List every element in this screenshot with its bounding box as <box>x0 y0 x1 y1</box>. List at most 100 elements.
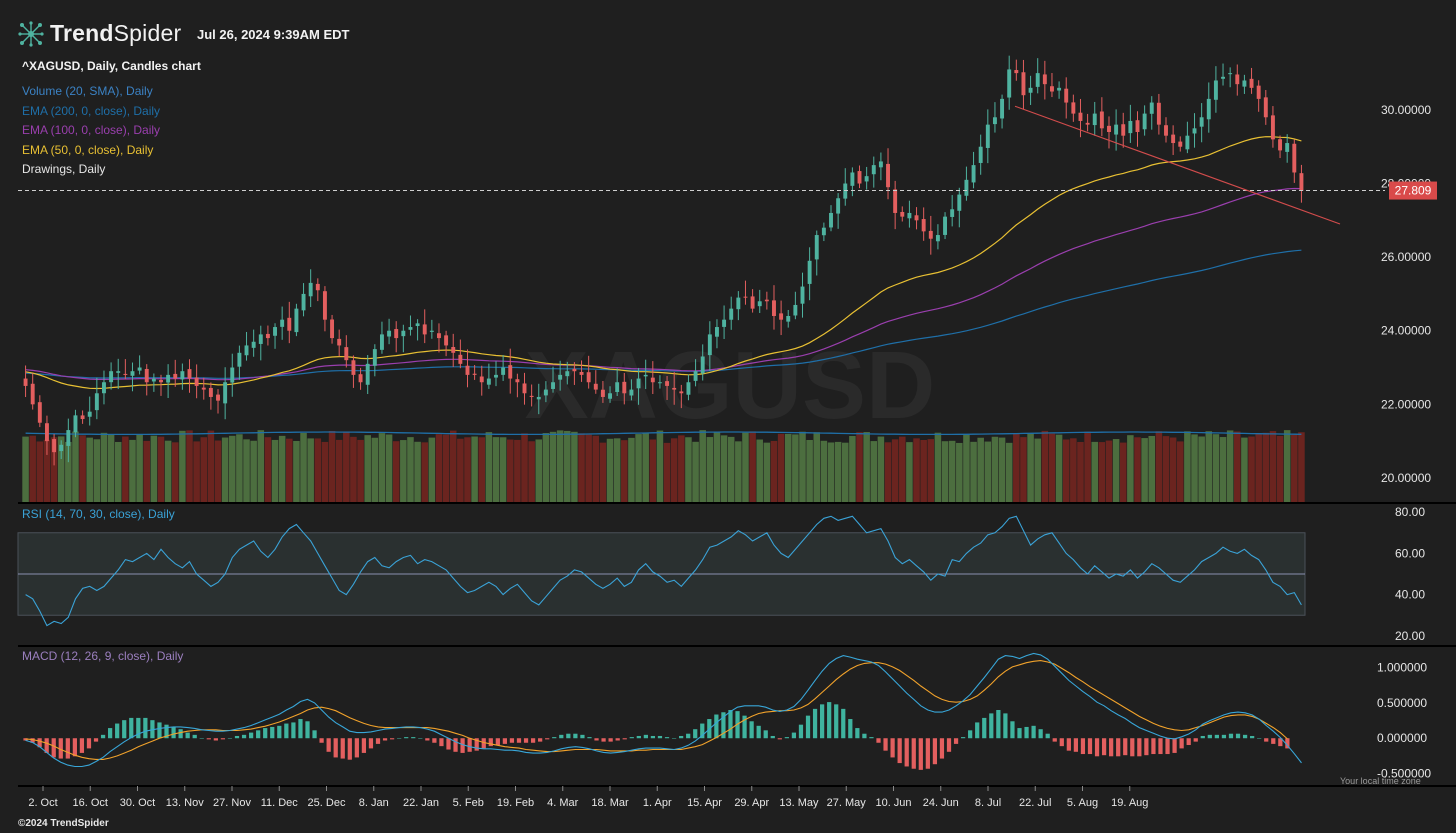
chart-title[interactable]: ^XAGUSD, Daily, Candles chart <box>22 59 201 73</box>
candle <box>80 410 85 424</box>
candle-body <box>87 411 92 417</box>
macd-histogram-bar <box>819 704 825 739</box>
macd-histogram-bar <box>1221 734 1227 739</box>
current-price-tag: 27.809 <box>1389 181 1437 200</box>
macd-histogram-bar <box>770 735 775 739</box>
macd-histogram-bar <box>1278 738 1283 747</box>
candle <box>1213 66 1218 113</box>
candle-body <box>629 389 634 396</box>
candle-body <box>850 172 855 186</box>
drawings-layer[interactable] <box>18 105 1385 225</box>
macd-histogram-bar <box>1101 738 1107 756</box>
candle-body <box>44 423 49 442</box>
candle <box>1142 105 1147 136</box>
legend-ema50[interactable]: EMA (50, 0, close), Daily <box>22 143 154 157</box>
volume-bar <box>913 438 920 502</box>
macd-histogram-bar <box>756 725 761 739</box>
candle-body <box>230 367 235 383</box>
volume-bar <box>1198 436 1205 502</box>
candle-body <box>465 365 470 375</box>
candle <box>629 379 634 401</box>
macd-histogram-bar <box>1073 738 1079 752</box>
brand-logo[interactable]: TrendSpider <box>18 20 181 47</box>
candle-body <box>116 371 121 373</box>
candle-body <box>365 363 370 385</box>
volume-bar <box>856 432 863 502</box>
macd-histogram-bar <box>1271 738 1276 744</box>
macd-histogram-bar <box>44 738 49 753</box>
candle <box>693 359 698 387</box>
macd-label[interactable]: MACD (12, 26, 9, close), Daily <box>22 649 184 663</box>
macd-histogram-bar <box>932 738 938 765</box>
volume-bar <box>806 439 813 502</box>
candle-body <box>821 227 826 236</box>
macd-histogram-bar <box>263 728 268 739</box>
macd-histogram-bar <box>693 729 698 739</box>
candle <box>914 207 919 230</box>
volume-bar <box>906 442 913 502</box>
volume-bar <box>1276 435 1284 502</box>
candle <box>401 324 406 353</box>
volume-bar <box>585 434 592 502</box>
legend-volume[interactable]: Volume (20, SMA), Daily <box>22 84 153 98</box>
candle-body <box>1156 102 1161 125</box>
candle <box>772 285 776 330</box>
volume-bar <box>1298 432 1305 502</box>
candle-body <box>593 383 598 390</box>
volume-bar <box>621 440 628 502</box>
macd-histogram-bar <box>777 738 782 740</box>
volume-bar <box>998 437 1006 502</box>
macd-histogram-bar <box>157 722 162 739</box>
candle <box>608 386 613 403</box>
rsi-label[interactable]: RSI (14, 70, 30, close), Daily <box>22 507 175 521</box>
candle <box>871 156 876 188</box>
macd-histogram-bar <box>827 702 832 739</box>
volume-bar <box>171 442 179 502</box>
macd-histogram-bar <box>58 738 63 759</box>
candle <box>1178 136 1183 152</box>
volume-bar <box>535 439 543 502</box>
candle <box>707 321 712 372</box>
candle <box>1185 121 1190 154</box>
candle <box>565 361 570 385</box>
candle-body <box>1128 120 1133 134</box>
macd-histogram-bar <box>1052 738 1057 742</box>
legend-ema200[interactable]: EMA (200, 0, close), Daily <box>22 104 161 118</box>
candle <box>1128 104 1133 143</box>
candle-body <box>280 319 285 327</box>
volume-bar <box>849 435 856 502</box>
macd-histogram-bar <box>1228 733 1234 739</box>
volume-bar <box>678 435 685 502</box>
candle-body <box>1099 111 1104 129</box>
candle-body <box>565 371 570 377</box>
volume-bar <box>93 439 101 502</box>
candle-body <box>1256 85 1261 99</box>
candle-body <box>757 301 762 307</box>
volume-bar <box>628 437 635 502</box>
price-tag-label: 27.809 <box>1395 184 1432 198</box>
legend-drawings[interactable]: Drawings, Daily <box>22 162 106 176</box>
volume-bar <box>214 440 222 502</box>
candle <box>37 395 42 428</box>
volume-bar <box>1141 438 1148 502</box>
candle-body <box>729 308 734 320</box>
macd-histogram-bar <box>805 715 811 739</box>
volume-bar <box>164 440 172 502</box>
volume-bar <box>29 435 36 502</box>
volume-bar <box>1084 431 1091 502</box>
x-axis-tick-label: 1. Apr <box>643 797 672 809</box>
macd-histogram-bar <box>1242 734 1248 739</box>
legend-ema100[interactable]: EMA (100, 0, close), Daily <box>22 123 161 137</box>
macd-histogram-bar <box>333 738 338 758</box>
volume-bar <box>1212 434 1220 502</box>
volume-bar <box>756 439 763 502</box>
timezone-note[interactable]: Your local time zone <box>1340 776 1421 786</box>
candle <box>836 193 841 229</box>
volume-bar <box>991 436 999 502</box>
candle-body <box>351 360 356 375</box>
candle <box>1292 139 1297 183</box>
volume-bar <box>499 437 507 502</box>
macd-histogram-bar <box>728 710 733 739</box>
candle <box>216 389 220 414</box>
